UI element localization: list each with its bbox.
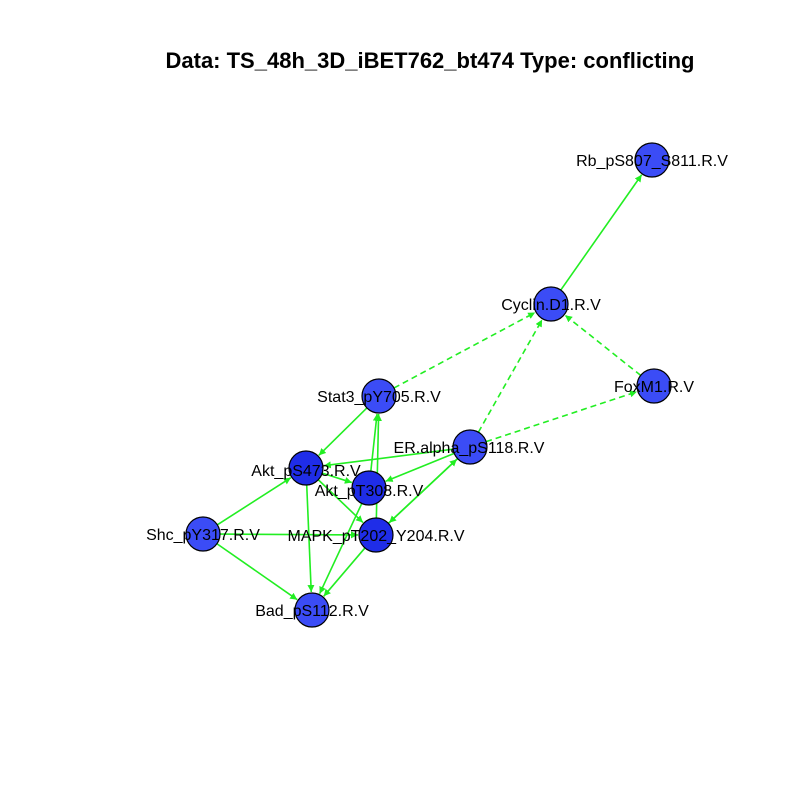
edge-eralpha-to-foxm1 bbox=[485, 390, 638, 443]
node-label-akts473: Akt_pS473.R.V bbox=[251, 463, 361, 480]
node-label-eralpha: ER.alpha_pS118.R.V bbox=[394, 440, 545, 457]
edge-cyclin-to-rb bbox=[560, 174, 643, 291]
edge-foxm1-to-cyclin bbox=[564, 314, 642, 377]
edges-layer bbox=[216, 174, 643, 601]
node-label-foxm1: FoxM1.R.V bbox=[614, 379, 694, 396]
node-aktt308[interactable] bbox=[351, 470, 387, 506]
edge-eralpha-to-akts473 bbox=[323, 448, 454, 469]
node-stat3[interactable] bbox=[361, 378, 397, 414]
node-eralpha[interactable] bbox=[452, 429, 488, 465]
diagram-title: Data: TS_48h_3D_iBET762_bt474 Type: conf… bbox=[165, 48, 695, 73]
edge-akts473-to-bad bbox=[305, 484, 315, 593]
edge-stat3-to-akts473 bbox=[318, 407, 368, 456]
edge-eralpha-to-aktt308 bbox=[385, 452, 455, 482]
edge-eralpha-to-cyclin bbox=[477, 319, 543, 433]
edge-mapk-to-bad bbox=[323, 547, 366, 597]
node-shc[interactable] bbox=[185, 516, 221, 552]
node-bad[interactable] bbox=[294, 592, 330, 628]
node-label-aktt308: Akt_pT308.R.V bbox=[315, 483, 424, 500]
edge-aktt308-to-stat3 bbox=[370, 413, 380, 472]
edge-stat3-to-cyclin bbox=[393, 311, 536, 389]
edge-akts473-to-aktt308 bbox=[321, 472, 353, 484]
node-akts473[interactable] bbox=[288, 450, 324, 486]
edge-aktt308-to-bad bbox=[318, 503, 363, 595]
nodes-layer bbox=[185, 142, 672, 628]
node-mapk[interactable] bbox=[358, 517, 394, 553]
node-label-bad: Bad_pS112.R.V bbox=[255, 603, 369, 620]
edge-shc-to-akts473 bbox=[216, 477, 292, 526]
node-cyclin[interactable] bbox=[533, 286, 569, 322]
node-label-mapk: MAPK_pT202_Y204.R.V bbox=[288, 528, 465, 545]
node-label-rb: Rb_pS807_S811.R.V bbox=[576, 153, 728, 170]
node-label-shc: Shc_pY317.R.V bbox=[146, 527, 260, 544]
labels-layer: Rb_pS807_S811.R.V Cyclin.D1.R.V FoxM1.R.V S… bbox=[146, 153, 728, 620]
edge-shc-to-bad bbox=[216, 543, 298, 601]
edge-eralpha-to-mapk bbox=[388, 458, 459, 524]
edge-shc-to-mapk bbox=[219, 531, 359, 539]
node-rb[interactable] bbox=[634, 142, 670, 178]
node-label-cyclin: Cyclin.D1.R.V bbox=[501, 297, 601, 314]
node-label-stat3: Stat3_pY705.R.V bbox=[317, 389, 441, 406]
node-foxm1[interactable] bbox=[636, 368, 672, 404]
